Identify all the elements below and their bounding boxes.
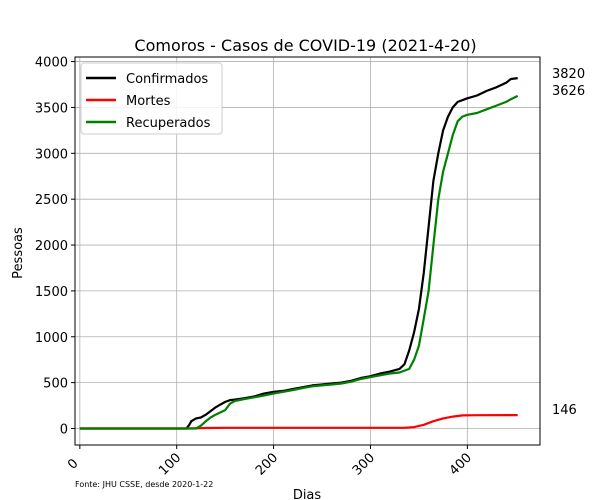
x-tick-label: 200: [253, 450, 281, 478]
y-tick-label: 1500: [35, 285, 68, 300]
x-axis-title: Dias: [293, 488, 322, 500]
legend: Confirmados Mortes Recuperados: [80, 62, 223, 135]
y-tick-label: 2500: [35, 193, 68, 208]
x-tick-label: 0: [65, 456, 81, 472]
end-label-recuperados: 3626: [552, 84, 585, 99]
y-tick-label: 3500: [35, 101, 68, 116]
x-tick-label: 300: [350, 450, 378, 478]
series-line-recuperados: [79, 94, 519, 430]
y-tick-label: 4000: [35, 56, 68, 71]
end-label-mortes: 146: [552, 403, 577, 418]
chart-title: Comoros - Casos de COVID-19 (2021-4-20): [134, 36, 476, 55]
end-label-confirmados: 3820: [552, 67, 585, 82]
legend-box: [80, 62, 223, 135]
legend-label-recuperados: Recuperados: [126, 116, 211, 131]
y-tick-label: 3000: [35, 147, 68, 162]
end-value-labels: 3820 146 3626: [552, 67, 585, 418]
y-tick-label: 2000: [35, 239, 68, 254]
legend-label-confirmados: Confirmados: [126, 72, 208, 87]
plot-area-frame: [74, 56, 541, 446]
x-tick-label: 100: [156, 450, 184, 478]
y-axis-title: Pessoas: [11, 227, 26, 279]
y-tick-label: 1000: [35, 331, 68, 346]
x-tick-label: 400: [447, 450, 475, 478]
series-lines: [79, 77, 519, 430]
y-tick-label: 500: [43, 377, 68, 392]
source-note: Fonte: JHU CSSE, desde 2020-1-22: [75, 480, 213, 489]
y-tick-label: 0: [60, 422, 68, 437]
legend-label-mortes: Mortes: [126, 94, 171, 109]
series-line-mortes: [79, 414, 518, 430]
